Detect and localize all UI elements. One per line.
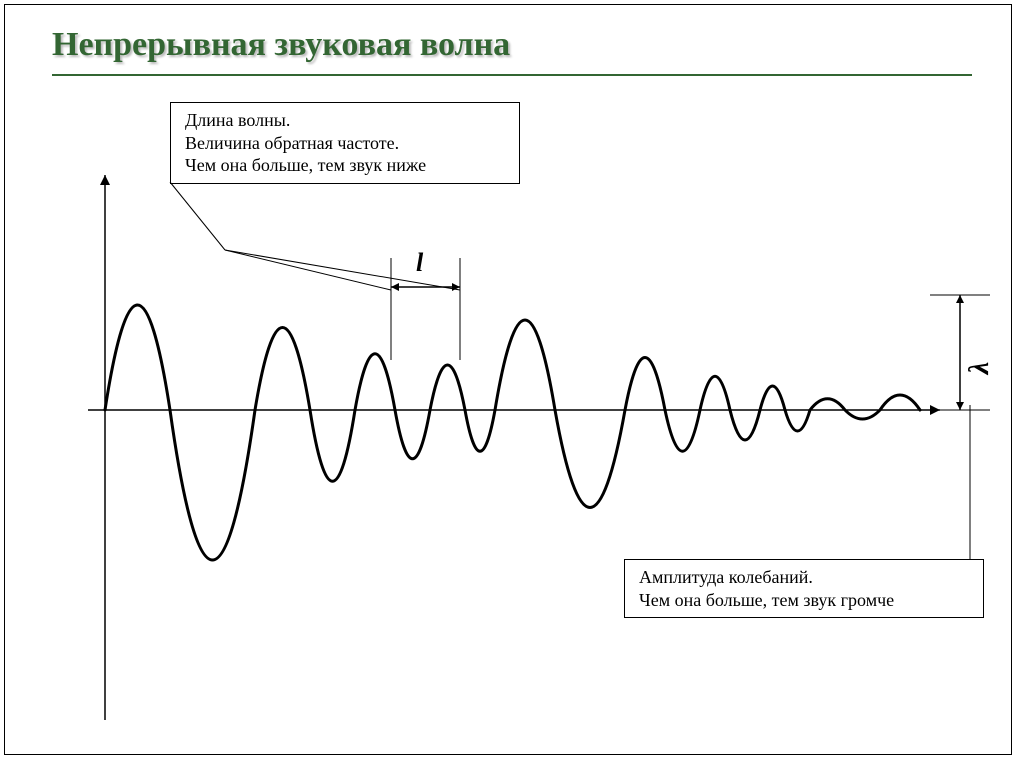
diagram-svg <box>0 0 1024 767</box>
slide: Непрерывная звуковая волна Длина волны. … <box>0 0 1024 767</box>
